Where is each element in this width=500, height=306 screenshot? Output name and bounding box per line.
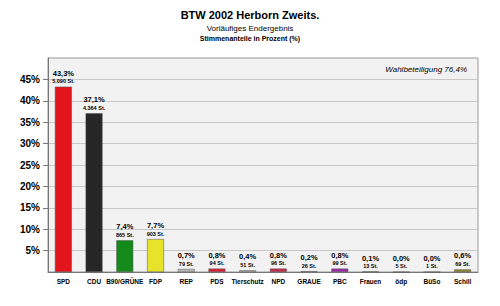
svg-text:79 St.: 79 St. [179,261,194,267]
svg-text:10%: 10% [20,224,40,235]
svg-text:PBC: PBC [333,278,347,285]
svg-text:13 St.: 13 St. [363,263,378,269]
svg-text:51 St.: 51 St. [240,262,255,268]
svg-text:Tierschutz: Tierschutz [231,278,264,285]
svg-text:Stimmenanteile in Prozent (%): Stimmenanteile in Prozent (%) [200,35,300,43]
svg-text:35%: 35% [20,117,40,128]
svg-text:0,8%: 0,8% [331,251,348,260]
svg-text:0,0%: 0,0% [423,254,440,263]
svg-text:0,8%: 0,8% [208,251,225,260]
svg-text:0,0%: 0,0% [393,254,410,263]
svg-text:7,7%: 7,7% [147,221,164,230]
svg-text:5 St.: 5 St. [395,263,407,269]
svg-text:ödp: ödp [395,278,407,286]
svg-text:BTW 2002 Herborn Zweits.: BTW 2002 Herborn Zweits. [181,9,320,21]
svg-text:45%: 45% [20,74,40,85]
svg-text:30%: 30% [20,138,40,149]
svg-text:Frauen: Frauen [360,278,382,285]
svg-text:B90/GRÜNE: B90/GRÜNE [106,277,144,285]
svg-text:903 St.: 903 St. [147,231,165,237]
svg-text:GRAUE: GRAUE [297,278,321,285]
svg-text:SPD: SPD [57,278,71,285]
svg-text:REP: REP [180,278,194,285]
svg-text:0,7%: 0,7% [178,251,195,260]
svg-text:5%: 5% [26,245,41,256]
svg-text:4.364 St.: 4.364 St. [83,105,106,111]
svg-text:20%: 20% [20,181,40,192]
svg-text:0,8%: 0,8% [270,251,287,260]
svg-text:FDP: FDP [149,278,163,285]
svg-text:43,3%: 43,3% [53,69,75,78]
svg-text:0,2%: 0,2% [301,253,318,262]
svg-text:94 St.: 94 St. [210,260,225,266]
svg-text:PDS: PDS [210,278,224,285]
svg-text:CDU: CDU [87,278,101,285]
svg-text:40%: 40% [20,95,40,106]
svg-text:NPD: NPD [271,278,285,285]
svg-text:Wahlbeteiligung 76,4%: Wahlbeteiligung 76,4% [385,65,467,74]
svg-text:26 St.: 26 St. [302,263,317,269]
svg-text:1 St.: 1 St. [426,263,438,269]
svg-text:0,1%: 0,1% [362,254,379,263]
svg-text:96 St.: 96 St. [271,260,286,266]
svg-text:5.090 St.: 5.090 St. [52,78,75,84]
svg-text:7,4%: 7,4% [116,222,133,231]
svg-text:15%: 15% [20,202,40,213]
svg-text:BüSo: BüSo [423,278,440,285]
svg-text:25%: 25% [20,160,40,171]
svg-text:0,6%: 0,6% [454,251,471,260]
svg-text:Schill: Schill [454,278,472,285]
svg-text:99 St.: 99 St. [332,260,347,266]
svg-text:0,4%: 0,4% [239,252,256,261]
svg-text:37,1%: 37,1% [83,95,105,104]
svg-text:Vorläufiges Endergebnis: Vorläufiges Endergebnis [207,24,294,33]
svg-text:865 St.: 865 St. [116,232,134,238]
svg-text:69 St.: 69 St. [455,261,470,267]
